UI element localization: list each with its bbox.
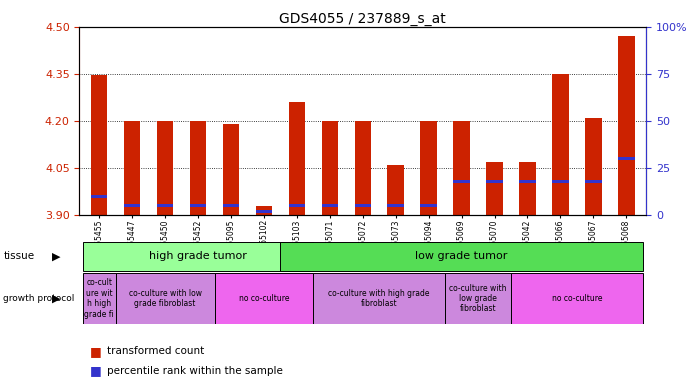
Bar	[115, 273, 214, 324]
Text: ■: ■	[90, 345, 102, 358]
Bar	[354, 204, 371, 207]
Text: no co-culture: no co-culture	[551, 294, 602, 303]
Bar	[281, 242, 643, 271]
Text: percentile rank within the sample: percentile rank within the sample	[107, 366, 283, 376]
Bar	[124, 121, 140, 215]
Bar	[214, 273, 313, 324]
Bar	[420, 204, 437, 207]
Bar	[321, 121, 338, 215]
Text: high grade tumor: high grade tumor	[149, 251, 247, 262]
Text: growth protocol: growth protocol	[3, 294, 75, 303]
Bar	[519, 180, 536, 183]
Bar	[445, 273, 511, 324]
Bar	[124, 204, 140, 207]
Bar	[91, 195, 108, 198]
Bar	[157, 204, 173, 207]
Bar	[321, 204, 338, 207]
Bar	[223, 204, 239, 207]
Bar	[83, 242, 313, 271]
Text: co-culture with high grade
fibroblast: co-culture with high grade fibroblast	[328, 289, 430, 308]
Bar	[511, 273, 643, 324]
Bar	[157, 121, 173, 215]
Bar	[289, 204, 305, 207]
Bar	[486, 180, 503, 183]
Bar	[552, 74, 569, 215]
Text: co-cult
ure wit
h high
grade fi: co-cult ure wit h high grade fi	[84, 278, 114, 319]
Bar	[618, 157, 634, 160]
Text: ■: ■	[90, 364, 102, 377]
Bar	[552, 180, 569, 183]
Bar	[83, 273, 115, 324]
Text: ▶: ▶	[52, 251, 60, 262]
Bar	[618, 36, 634, 215]
Bar	[453, 180, 470, 183]
Bar	[585, 180, 602, 183]
Title: GDS4055 / 237889_s_at: GDS4055 / 237889_s_at	[279, 12, 446, 26]
Bar	[190, 121, 207, 215]
Bar	[453, 121, 470, 215]
Text: co-culture with low
grade fibroblast: co-culture with low grade fibroblast	[129, 289, 202, 308]
Bar	[486, 162, 503, 215]
Bar	[420, 121, 437, 215]
Bar	[289, 102, 305, 215]
Bar	[388, 204, 404, 207]
Text: no co-culture: no co-culture	[238, 294, 290, 303]
Bar	[354, 121, 371, 215]
Bar	[256, 210, 272, 213]
Bar	[190, 204, 207, 207]
Text: co-culture with
low grade
fibroblast: co-culture with low grade fibroblast	[449, 284, 507, 313]
Bar	[585, 118, 602, 215]
Bar	[519, 162, 536, 215]
Bar	[223, 124, 239, 215]
Text: low grade tumor: low grade tumor	[415, 251, 508, 262]
Text: tissue: tissue	[3, 251, 35, 262]
Bar	[256, 205, 272, 215]
Bar	[91, 76, 108, 215]
Bar	[388, 165, 404, 215]
Text: ▶: ▶	[52, 293, 60, 304]
Bar	[313, 273, 445, 324]
Text: transformed count: transformed count	[107, 346, 205, 356]
